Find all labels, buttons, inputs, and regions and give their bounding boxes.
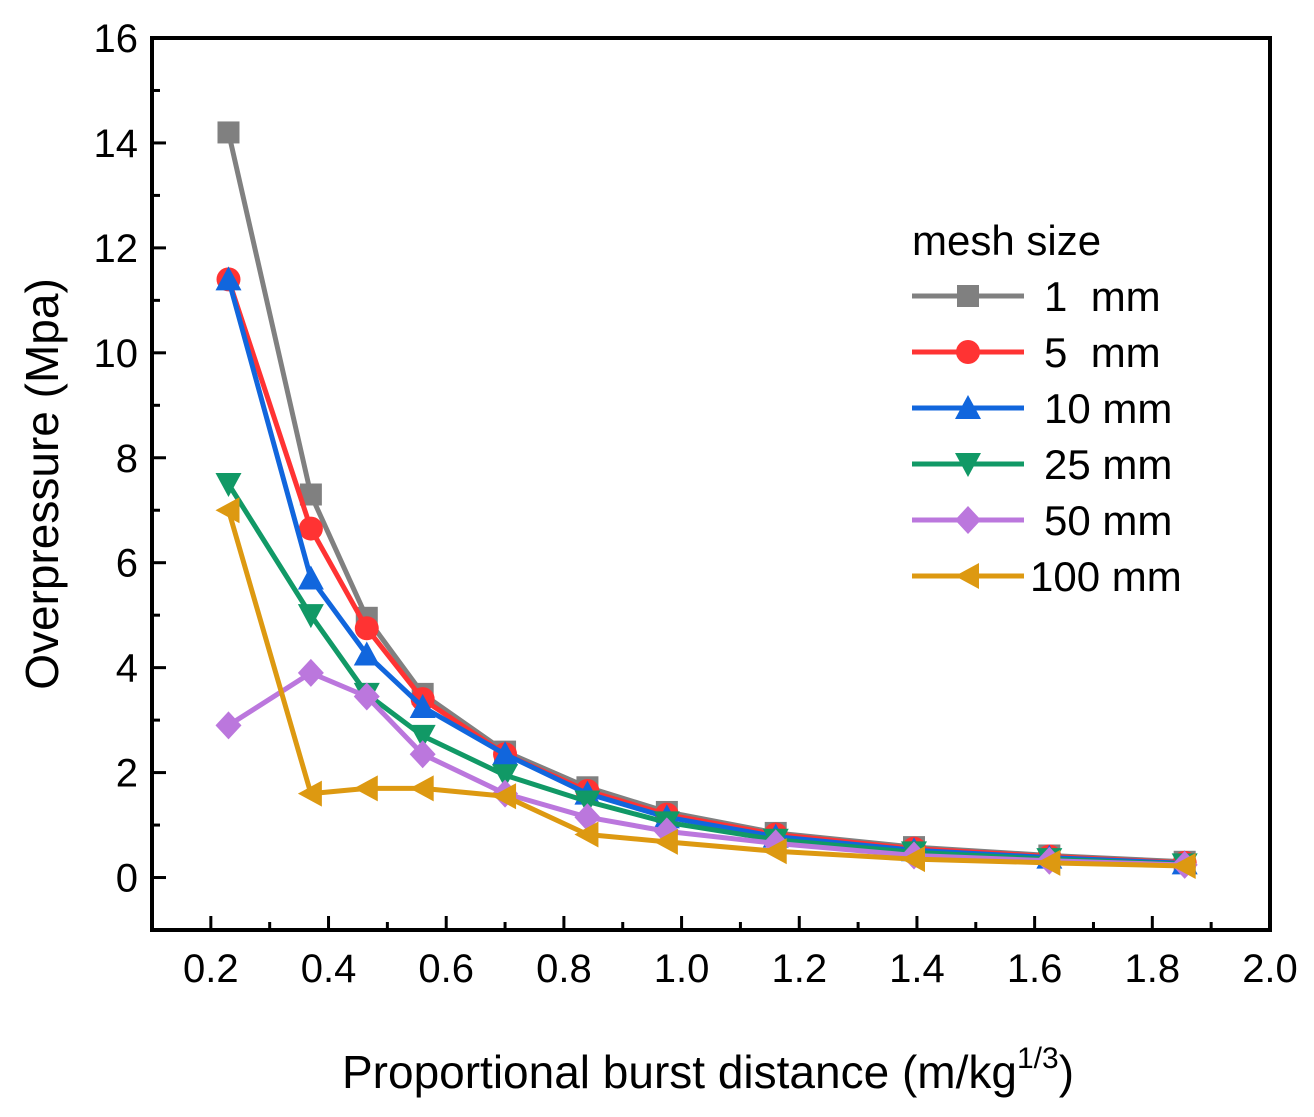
legend-title: mesh size [912, 217, 1101, 264]
data-point [299, 483, 322, 506]
y-axis-title: Overpressure (Mpa) [16, 278, 68, 690]
x-axis-title-close: ) [1059, 1046, 1074, 1098]
legend-label: 50 mm [1044, 497, 1172, 544]
data-point [215, 497, 240, 524]
data-point [492, 764, 519, 789]
legend-marker [957, 285, 979, 307]
data-point [353, 682, 380, 711]
data-point [492, 783, 517, 810]
data-point [653, 828, 678, 855]
data-point [574, 821, 599, 848]
y-tick-label: 6 [116, 542, 138, 586]
legend-label: 100 mm [1030, 553, 1182, 600]
x-tick-label: 2.0 [1242, 947, 1298, 991]
legend-entry: 50 mm [912, 497, 1172, 544]
y-tick-label: 14 [94, 122, 139, 166]
data-point [409, 775, 434, 802]
data-point [297, 565, 324, 590]
y-tick-label: 2 [116, 752, 138, 796]
data-point [215, 266, 242, 291]
x-tick-label: 1.2 [771, 947, 827, 991]
y-tick-label: 4 [116, 647, 138, 691]
data-point [1171, 852, 1196, 879]
y-tick-labels: 0 2 4 6 8 10 12 14 16 [94, 17, 139, 901]
legend-entry: 5 mm [912, 329, 1161, 376]
x-tick-label: 1.0 [654, 947, 710, 991]
data-point [492, 741, 519, 766]
y-tick-label: 8 [116, 437, 138, 481]
legend: mesh size 1 mm 5 mm 10 mm 25 mm 50 mm 100 mm [912, 217, 1182, 600]
legend-marker [955, 453, 981, 477]
legend-label: 5 mm [1044, 329, 1161, 376]
legend-marker [956, 340, 980, 364]
x-tick-label: 1.6 [1007, 947, 1063, 991]
data-point [353, 641, 380, 666]
data-point [409, 724, 436, 749]
y-tick-label: 10 [94, 332, 139, 376]
data-point [217, 121, 240, 144]
data-point [901, 846, 926, 873]
x-tick-label: 0.8 [536, 947, 592, 991]
y-tick-label: 0 [116, 857, 138, 901]
legend-label: 25 mm [1044, 441, 1172, 488]
legend-label: 10 mm [1044, 385, 1172, 432]
legend-entry: 10 mm [912, 385, 1172, 432]
legend-marker [955, 395, 981, 419]
x-tick-label: 1.4 [889, 947, 945, 991]
data-point [1036, 849, 1061, 876]
legend-entry: 100 mm [912, 553, 1182, 600]
data-point [762, 838, 787, 865]
legend-entry: 1 mm [912, 273, 1161, 320]
series-5 [215, 497, 1196, 879]
legend-label: 1 mm [1044, 273, 1161, 320]
data-point [409, 694, 436, 718]
data-point [297, 658, 324, 687]
x-axis-title-main: Proportional burst distance (m/kg [342, 1046, 1017, 1098]
plot-frame [150, 36, 1272, 932]
x-tick-label: 0.4 [301, 947, 357, 991]
data-point [574, 790, 601, 815]
data-point [353, 775, 378, 802]
data-point [298, 516, 323, 541]
y-tick-label: 16 [94, 17, 139, 61]
x-tick-label: 1.8 [1125, 947, 1181, 991]
data-point [297, 604, 324, 629]
data-point [215, 711, 242, 740]
series-layer [215, 121, 1198, 879]
x-axis-title: Proportional burst distance (m/kg1/3) [342, 1042, 1074, 1098]
y-tick-label: 12 [94, 227, 139, 271]
x-axis-title-superscript: 1/3 [1017, 1042, 1059, 1075]
data-point [409, 740, 436, 769]
data-point [215, 473, 242, 497]
legend-marker [955, 506, 981, 534]
legend-marker [955, 563, 979, 589]
x-tick-label: 0.2 [183, 947, 239, 991]
x-tick-labels: 0.2 0.4 0.6 0.8 1.0 1.2 1.4 1.6 1.8 2.0 [183, 947, 1298, 991]
legend-entry: 25 mm [912, 441, 1172, 488]
data-point [297, 780, 322, 807]
x-tick-label: 0.6 [418, 947, 474, 991]
data-point [354, 616, 379, 641]
